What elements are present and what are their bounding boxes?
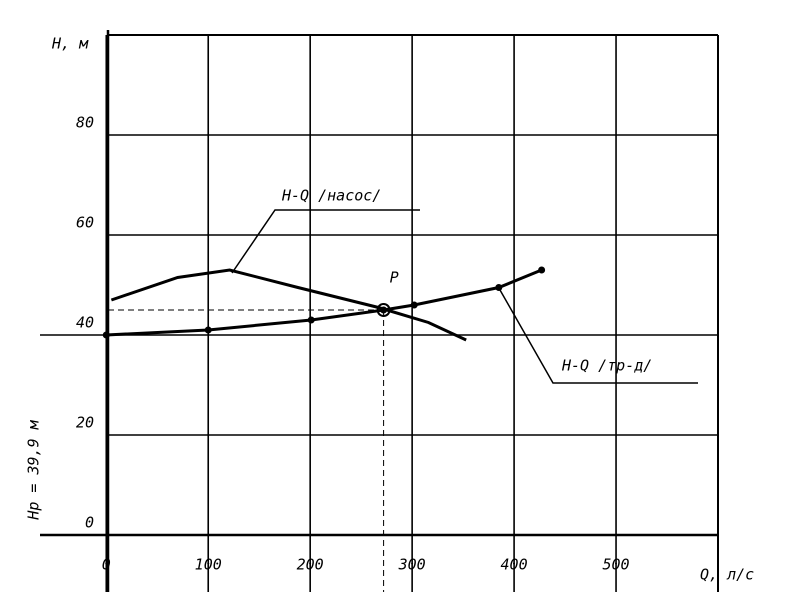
y-axis-label: H, м [51,35,89,53]
series-line [110,268,467,342]
y-tick-label: 20 [76,414,94,432]
point [495,284,503,291]
x-tick-label: 500 [602,556,629,574]
y-tick-label: 80 [76,114,94,132]
operating-point [376,303,391,317]
y-tick-label: 40 [76,314,94,332]
point [204,326,212,334]
point [380,306,388,314]
x-tick-label: 300 [398,556,426,574]
operating-point-label: P [390,269,399,287]
x-axis-label: Q, л/с [700,566,754,584]
series-label: H-Q /насос/ [281,187,381,205]
point [102,331,110,339]
x-tick-label: 0 [102,556,111,574]
annotation: Hр = 39,9 м [25,419,43,520]
series-label: H-Q /тр-д/ [561,357,652,375]
leader-line [231,209,420,274]
y-tick-label: 0 [85,514,94,532]
point [538,266,546,274]
leader-line [499,289,698,384]
x-tick-label: 100 [195,556,222,574]
x-tick-label: 200 [297,556,324,574]
point [307,316,315,324]
x-tick-label: 400 [501,556,528,574]
y-tick-label: 60 [76,214,94,232]
point [410,301,418,309]
